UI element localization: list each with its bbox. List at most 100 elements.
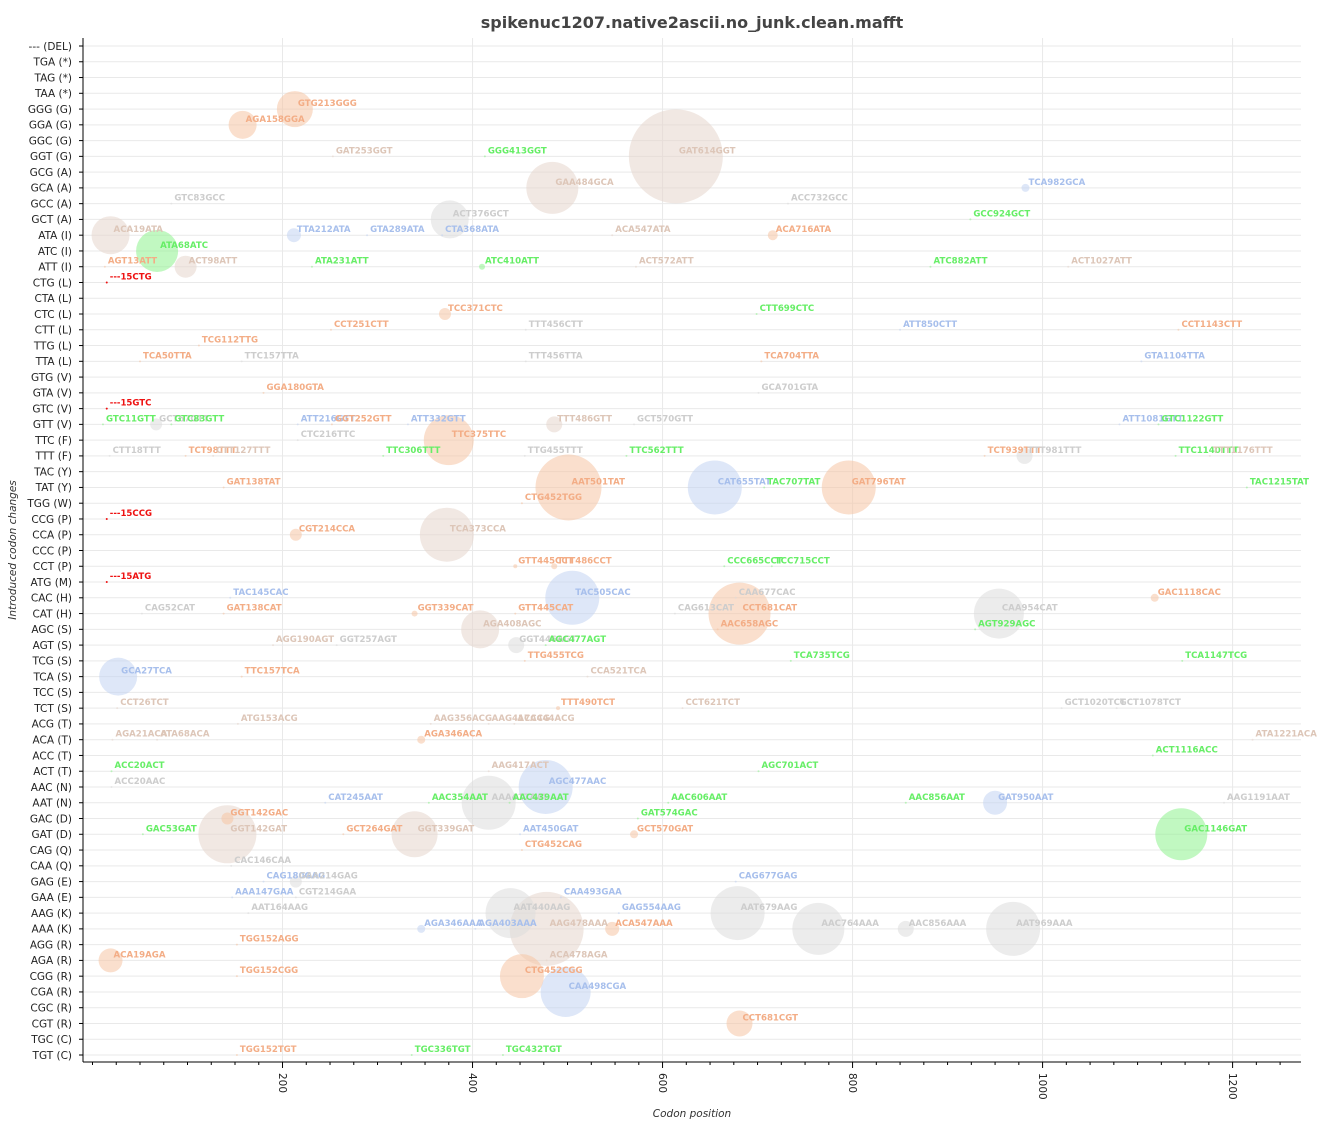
y-tick-label: CAA (Q) — [30, 861, 72, 873]
bubble — [687, 460, 742, 515]
bubble-label: AAG417ACG — [492, 714, 550, 724]
bubble — [1251, 738, 1254, 741]
bubble — [1223, 801, 1226, 804]
bubble — [235, 943, 238, 946]
bubble — [710, 886, 765, 941]
x-tick-label: 1000 — [1036, 1073, 1048, 1100]
bubble — [156, 738, 159, 741]
bubble — [296, 439, 299, 442]
bubble — [417, 735, 426, 744]
bubble — [1060, 707, 1063, 710]
bubble — [289, 528, 302, 541]
bubble-label: TTG455TTT — [528, 446, 583, 456]
bubble-label: GGT339CAT — [418, 604, 474, 614]
bubble-label: CAG180GAG — [267, 872, 326, 882]
bubble-label: TCA50TTA — [143, 351, 192, 361]
bubble — [240, 360, 243, 363]
bubble — [1157, 423, 1160, 426]
bubble-label: TTT1176TTT — [1213, 446, 1273, 456]
bubble-label: CTT18TTT — [113, 446, 161, 456]
bubble — [221, 812, 234, 825]
bubble-label: GCT67GTT — [159, 414, 209, 424]
bubble-label: GAA484GCA — [555, 178, 614, 188]
bubble-label: GAT138TAT — [227, 477, 281, 487]
bubble-label: CTG452TGG — [525, 493, 582, 503]
bubble-label: CCT251CTT — [334, 320, 389, 330]
bubble — [723, 565, 726, 568]
y-tick-label: AGA (R) — [31, 955, 72, 967]
bubble — [1140, 360, 1143, 363]
bubble — [391, 811, 438, 858]
bubble-label: TTT456CTT — [529, 320, 583, 330]
bubble-label: CTG452CAG — [525, 840, 582, 850]
y-tick-label: GGC (G) — [29, 135, 72, 147]
bubble — [184, 454, 187, 457]
bubble-label: AGA21ACA — [115, 730, 167, 740]
bubble — [382, 454, 385, 457]
bubble — [540, 966, 591, 1017]
bubble-label: TTC375TTC — [452, 430, 506, 440]
bubble — [734, 596, 737, 599]
bubble-label: GTT445CCT — [518, 556, 573, 566]
bubble — [487, 722, 490, 725]
bubble-label: TCT98TTT — [189, 446, 237, 456]
y-tick-label: CCG (P) — [31, 514, 72, 526]
bubble — [821, 460, 876, 515]
bubble — [324, 801, 327, 804]
bubble-label: TCC371CTC — [448, 304, 503, 314]
bubble-label: TTT456TTA — [529, 351, 583, 361]
y-tick-label: TCA (S) — [32, 671, 72, 683]
y-tick-label: ATG (M) — [30, 577, 72, 589]
bubble-label: GGT142GAC — [230, 809, 288, 819]
y-tick-label: GCA (A) — [31, 183, 72, 195]
bubble — [633, 423, 636, 426]
bubble-label: CCT621TCT — [685, 698, 740, 708]
x-tick-label: 400 — [466, 1073, 478, 1093]
bubble — [485, 888, 536, 939]
bubble-label: AAC439AAT — [513, 793, 569, 803]
x-tick-label: 800 — [846, 1073, 858, 1093]
bubble — [513, 564, 518, 569]
bubble — [760, 360, 763, 363]
bubble-label: GAT796TAT — [852, 477, 906, 487]
bubble-label: GTC83GTT — [174, 414, 224, 424]
bubble-label: AAT440AAG — [514, 903, 571, 913]
bubble-label: AAG417ACT — [492, 761, 549, 771]
y-tick-label: AGG (R) — [30, 939, 72, 951]
y-tick-label: GCG (A) — [30, 167, 72, 179]
bubble — [544, 644, 547, 647]
bubble-label: TCA373CCA — [450, 525, 506, 535]
bubble — [667, 801, 670, 804]
bubble — [681, 707, 684, 710]
bubble — [1118, 423, 1121, 426]
bubble — [559, 896, 562, 899]
y-tick-label: GAT (D) — [31, 829, 72, 841]
bubble — [110, 770, 113, 773]
bubble — [105, 517, 108, 520]
bubble — [296, 423, 299, 426]
bubble — [983, 454, 986, 457]
bubble-label: GCT1078TCT — [1120, 698, 1181, 708]
bubble — [479, 263, 486, 270]
bubble — [98, 948, 123, 973]
bubble-label: CTA368ATA — [445, 225, 499, 235]
bubble — [499, 954, 544, 999]
bubble — [767, 230, 778, 241]
bubble — [1174, 454, 1177, 457]
bubble-label: GAT950AAT — [998, 793, 1053, 803]
bubble-label: CAG613CAT — [678, 604, 734, 614]
x-tick-label: 1200 — [1226, 1073, 1238, 1100]
bubble-label: GCC924GCT — [973, 209, 1030, 219]
bubble — [983, 790, 1008, 815]
y-axis-ticks: --- (DEL) TGA (*) TAG (*) TAA (*) GGG (G) GGA… — [26, 41, 83, 1062]
bubble — [1208, 454, 1211, 457]
bubble-label: AAT164AAG — [251, 903, 308, 913]
bubble-label: GAC53GAT — [146, 824, 197, 834]
y-tick-label: TAC (Y) — [33, 466, 72, 478]
bubble-label: CAA498CGA — [569, 982, 627, 992]
bubble-label: TAC1215TAT — [1250, 477, 1309, 487]
bubble-label: GTC1122GTT — [1161, 414, 1223, 424]
bubble — [417, 924, 426, 933]
x-tick-label: 200 — [276, 1073, 288, 1093]
bubble-label: ---15GTC — [110, 399, 152, 409]
